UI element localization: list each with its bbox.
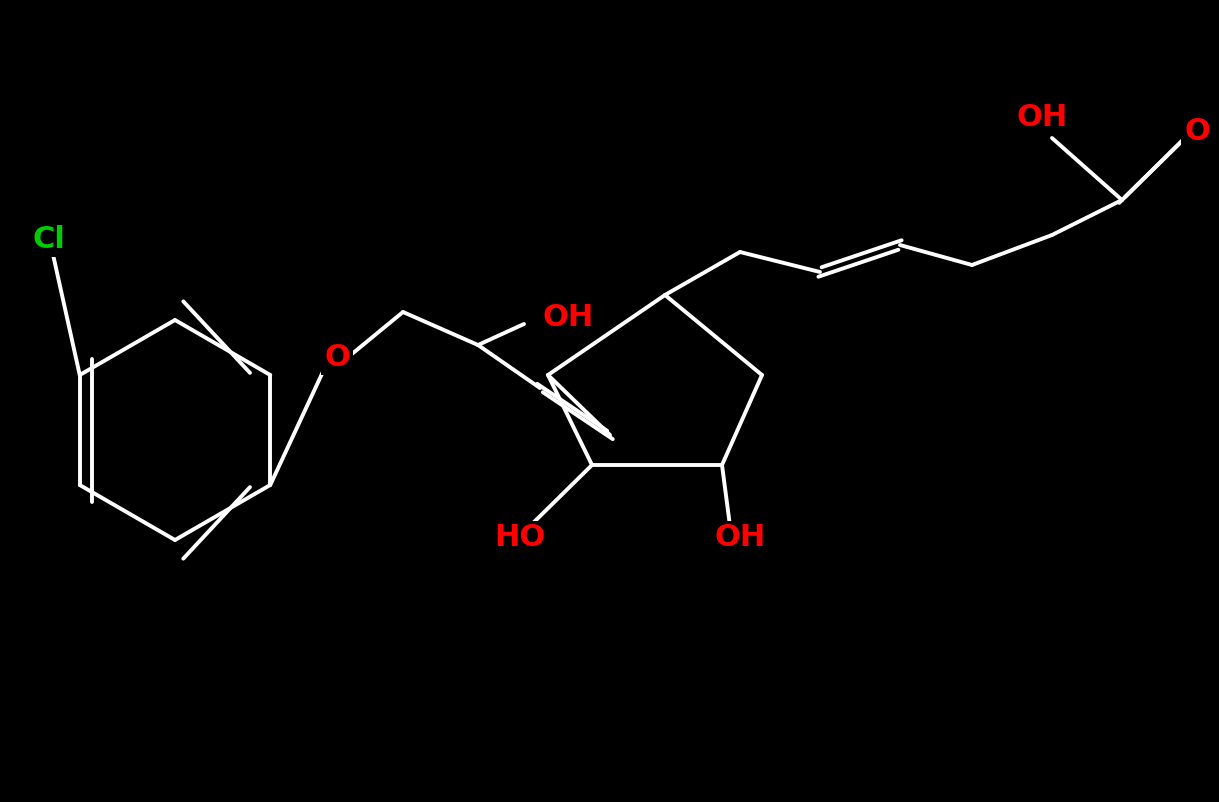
- Text: HO: HO: [495, 524, 546, 553]
- Text: OH: OH: [714, 524, 766, 553]
- Text: OH: OH: [1017, 103, 1068, 132]
- Text: O: O: [324, 343, 350, 372]
- Text: OH: OH: [542, 303, 594, 333]
- Text: O: O: [1184, 118, 1210, 147]
- Text: Cl: Cl: [32, 225, 65, 254]
